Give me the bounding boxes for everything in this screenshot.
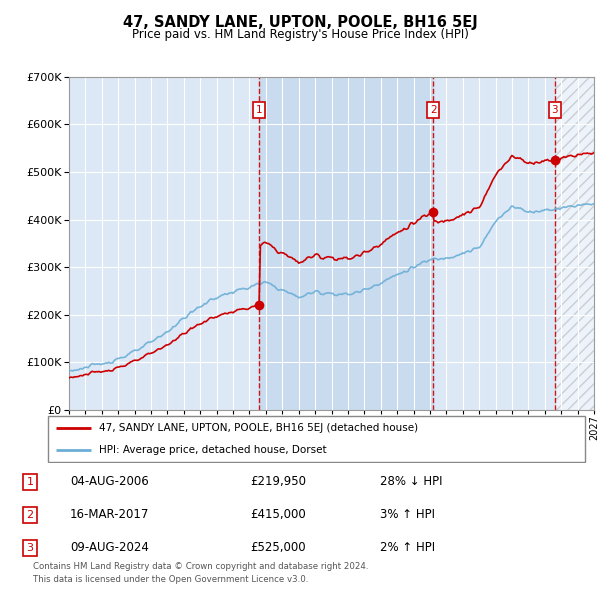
Text: £415,000: £415,000 — [250, 508, 306, 522]
Text: 3% ↑ HPI: 3% ↑ HPI — [380, 508, 435, 522]
Text: This data is licensed under the Open Government Licence v3.0.: This data is licensed under the Open Gov… — [33, 575, 308, 584]
Text: 2% ↑ HPI: 2% ↑ HPI — [380, 541, 435, 555]
Bar — [259, 77, 433, 410]
Text: 2: 2 — [26, 510, 34, 520]
Text: 1: 1 — [256, 105, 263, 115]
Text: 47, SANDY LANE, UPTON, POOLE, BH16 5EJ: 47, SANDY LANE, UPTON, POOLE, BH16 5EJ — [122, 15, 478, 30]
Text: 1: 1 — [26, 477, 34, 487]
Text: 3: 3 — [26, 543, 34, 553]
Text: 09-AUG-2024: 09-AUG-2024 — [70, 541, 149, 555]
Bar — [554, 77, 594, 410]
Text: 3: 3 — [551, 105, 558, 115]
Text: £219,950: £219,950 — [250, 475, 306, 489]
Text: £525,000: £525,000 — [250, 541, 305, 555]
Text: 16-MAR-2017: 16-MAR-2017 — [70, 508, 149, 522]
Text: 28% ↓ HPI: 28% ↓ HPI — [380, 475, 443, 489]
Text: 04-AUG-2006: 04-AUG-2006 — [70, 475, 149, 489]
Text: 2: 2 — [430, 105, 437, 115]
FancyBboxPatch shape — [48, 416, 585, 462]
Text: Price paid vs. HM Land Registry's House Price Index (HPI): Price paid vs. HM Land Registry's House … — [131, 28, 469, 41]
Text: Contains HM Land Registry data © Crown copyright and database right 2024.: Contains HM Land Registry data © Crown c… — [33, 562, 368, 571]
Text: HPI: Average price, detached house, Dorset: HPI: Average price, detached house, Dors… — [100, 445, 327, 455]
Text: 47, SANDY LANE, UPTON, POOLE, BH16 5EJ (detached house): 47, SANDY LANE, UPTON, POOLE, BH16 5EJ (… — [100, 423, 418, 433]
